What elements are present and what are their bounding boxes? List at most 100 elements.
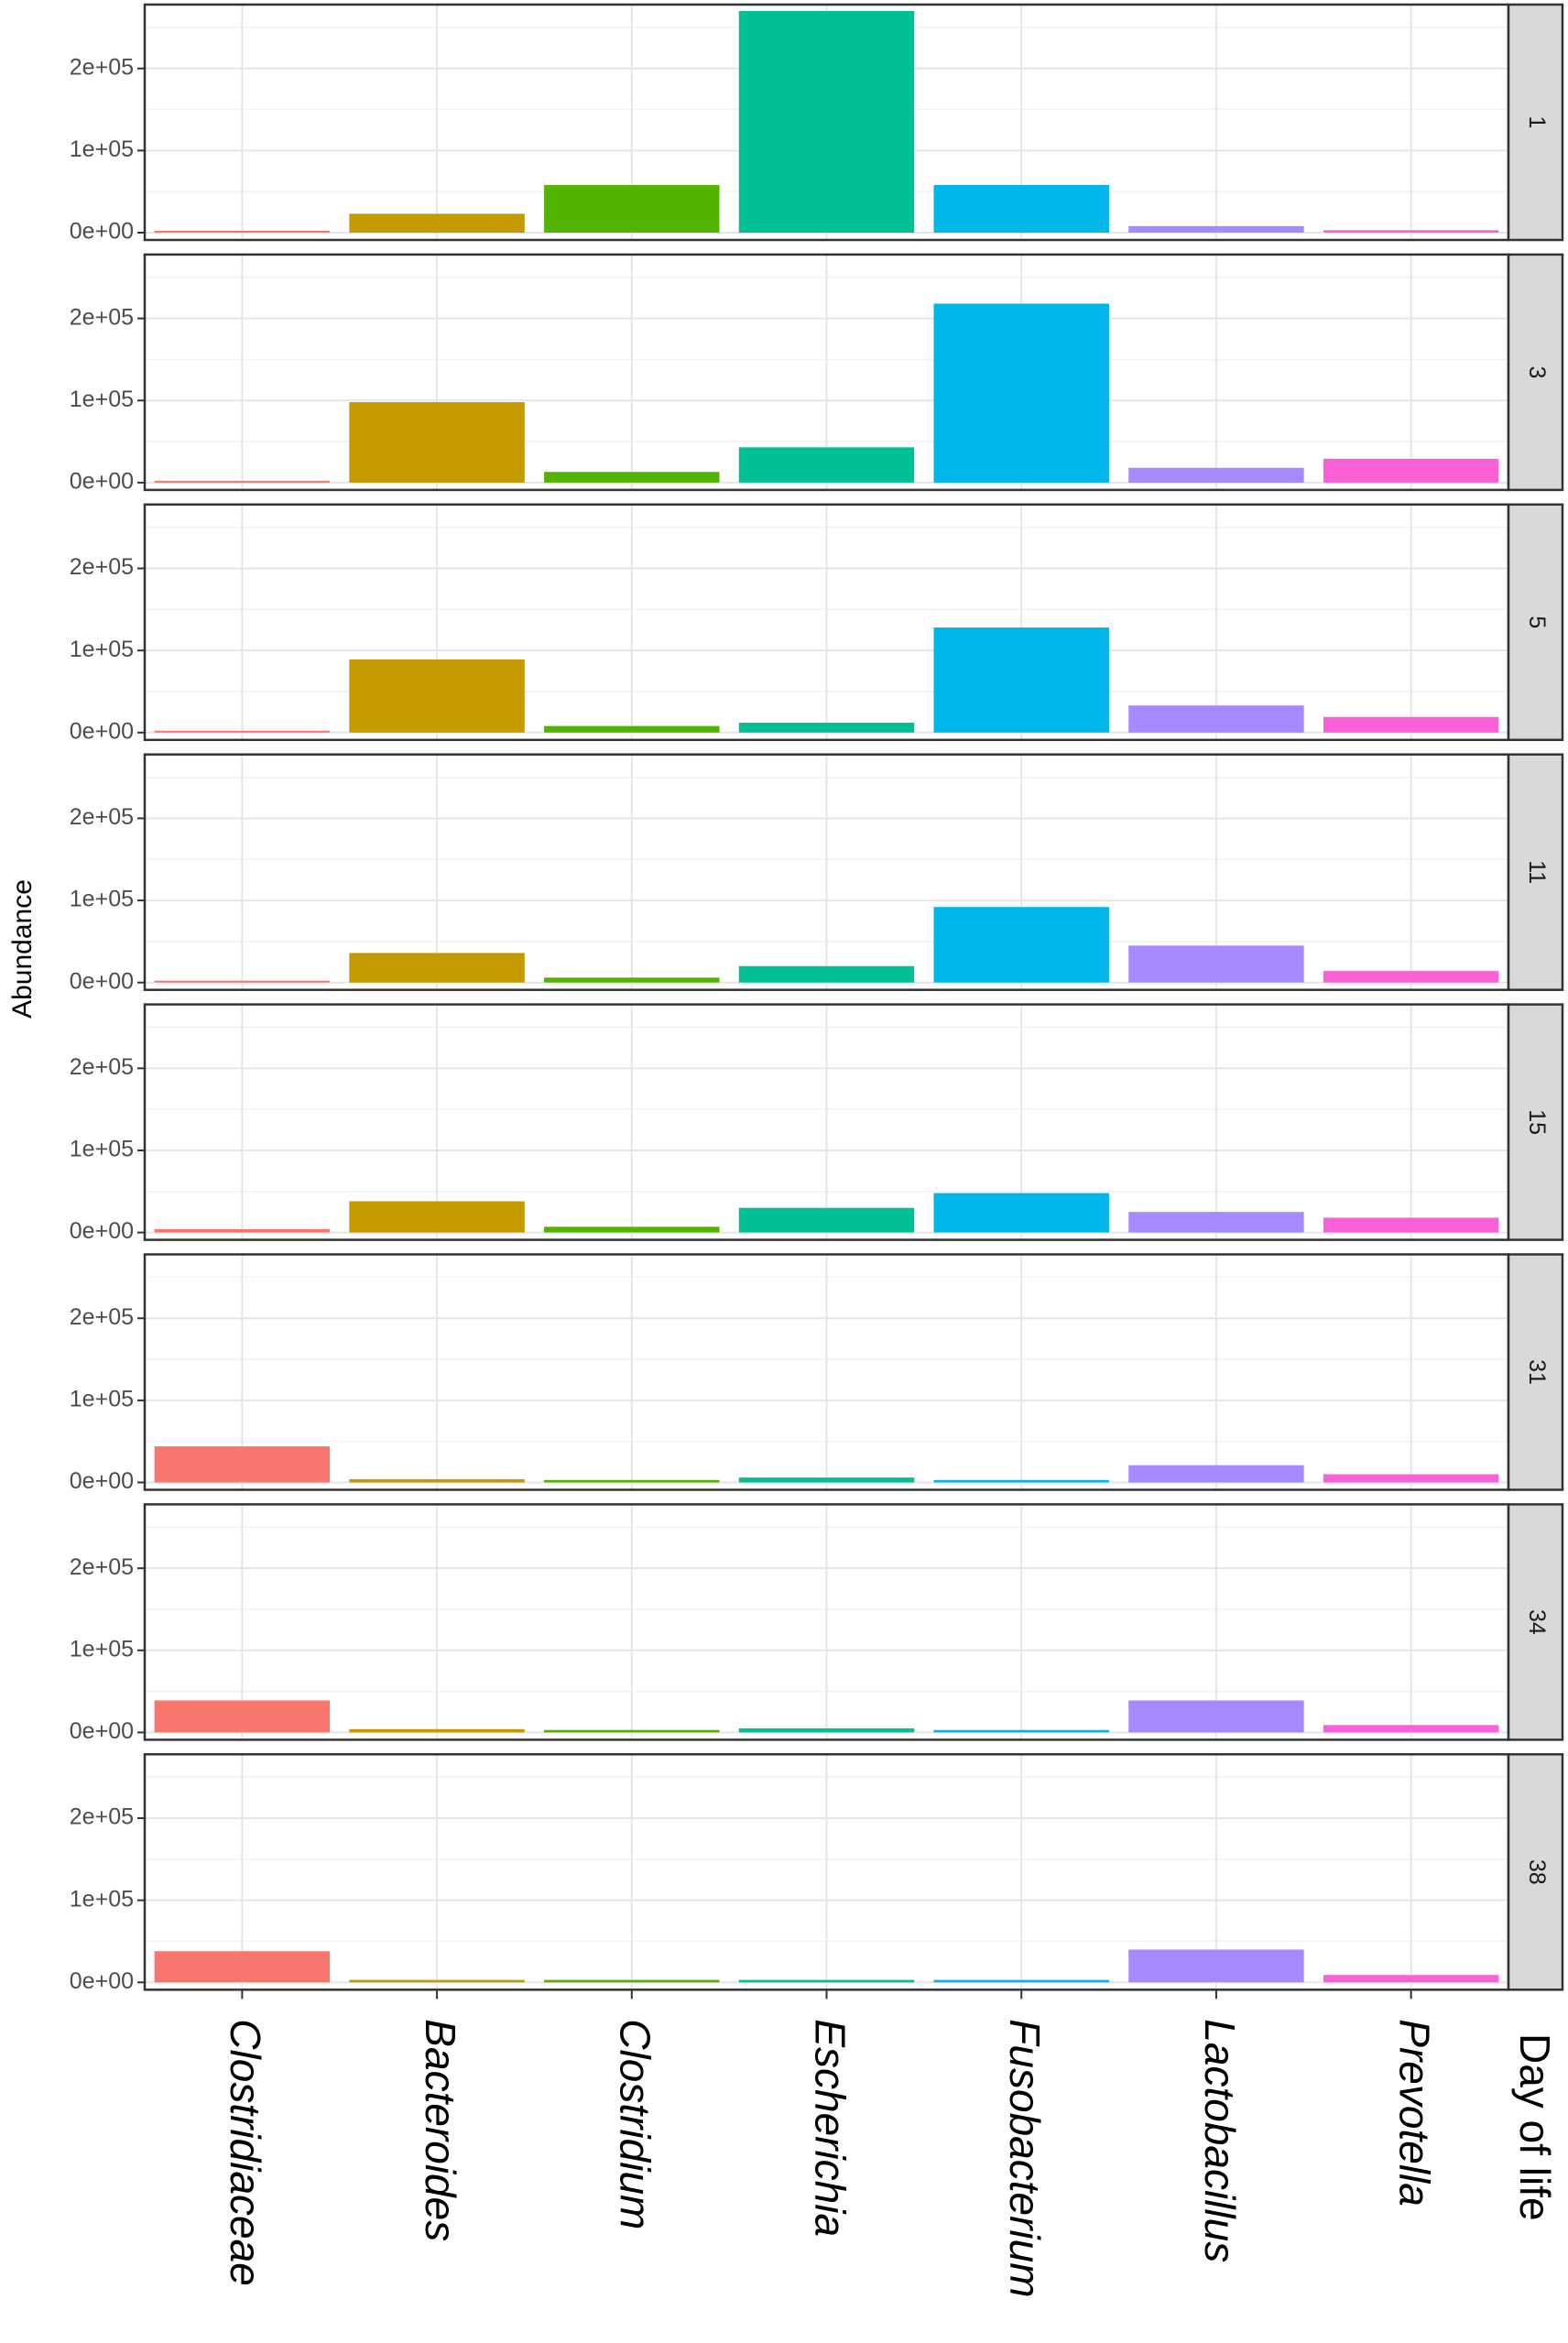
bar-bacteroides <box>349 402 525 483</box>
bar-prevotella <box>1323 1474 1499 1483</box>
bar-clostridiaceae <box>154 1951 331 1983</box>
facet-strip-label: 1 <box>1524 116 1550 129</box>
facet-panel-day-3: 3 0e+00 1e+05 2e+05 <box>70 253 1564 495</box>
bar-clostridiaceae <box>154 1229 331 1233</box>
bar-clostridiaceae <box>154 1700 331 1733</box>
bar-bacteroides <box>349 213 525 233</box>
y-tick-label: 1e+05 <box>70 387 134 412</box>
bar-lactobacillus <box>1128 1700 1304 1733</box>
y-tick-label: 0e+00 <box>70 968 134 994</box>
y-tick-label: 0e+00 <box>70 1968 134 1994</box>
bar-clostridium <box>544 185 720 233</box>
bar-lactobacillus <box>1128 1949 1304 1983</box>
y-tick-label: 1e+05 <box>70 1636 134 1662</box>
bar-clostridium <box>544 1226 720 1233</box>
bar-fusobacterium <box>933 1193 1109 1233</box>
y-axis-title: Abundance <box>7 879 38 1019</box>
bar-prevotella <box>1323 716 1499 733</box>
bar-lactobacillus <box>1128 467 1304 483</box>
facet-panel-day-11: 11 0e+00 1e+05 2e+05 <box>70 753 1564 994</box>
facet-panel-day-38: 38 0e+00 1e+05 2e+05 <box>70 1753 1564 1994</box>
y-tick-label: 2e+05 <box>70 804 134 830</box>
bar-escherichia <box>738 11 915 233</box>
y-tick-label: 0e+00 <box>70 1718 134 1744</box>
facet-strip <box>1507 1253 1564 1491</box>
bar-escherichia <box>738 1477 915 1483</box>
facet-strip-label: 5 <box>1524 616 1550 628</box>
y-tick-label: 2e+05 <box>70 54 134 80</box>
bar-fusobacterium <box>933 1729 1109 1733</box>
y-tick-label: 2e+05 <box>70 1054 134 1080</box>
bar-fusobacterium <box>933 303 1109 483</box>
bar-fusobacterium <box>933 1479 1109 1483</box>
bar-escherichia <box>738 1207 915 1233</box>
bar-bacteroides <box>349 953 525 983</box>
y-tick-label: 1e+05 <box>70 136 134 162</box>
bar-bacteroides <box>349 1728 525 1733</box>
bar-escherichia <box>738 1979 915 1983</box>
bar-prevotella <box>1323 1725 1499 1733</box>
facet-strip-label: 11 <box>1524 860 1550 884</box>
bar-clostridium <box>544 1979 720 1983</box>
bar-prevotella <box>1323 1217 1499 1233</box>
y-tick-label: 1e+05 <box>70 1386 134 1411</box>
bar-escherichia <box>738 723 915 733</box>
facet-strip <box>1507 1503 1564 1741</box>
bar-lactobacillus <box>1128 1465 1304 1483</box>
facet-strip <box>1507 753 1564 991</box>
facet-strip <box>1507 1753 1564 1991</box>
facet-legend-title: Day of life <box>1511 2033 1559 2221</box>
facet-strip-label: 31 <box>1524 1359 1550 1385</box>
bar-prevotella <box>1323 971 1499 983</box>
facet-panel-day-31: 31 0e+00 1e+05 2e+05 <box>70 1253 1564 1494</box>
bar-clostridium <box>544 725 720 733</box>
bar-prevotella <box>1323 458 1499 483</box>
bar-fusobacterium <box>933 907 1109 983</box>
x-category-label: Fusobacterium <box>1001 2019 1049 2297</box>
bar-lactobacillus <box>1128 945 1304 983</box>
y-tick-label: 1e+05 <box>70 1137 134 1162</box>
bar-prevotella <box>1323 230 1499 233</box>
y-tick-label: 2e+05 <box>70 554 134 580</box>
facet-panel-day-15: 15 0e+00 1e+05 2e+05 <box>70 1003 1564 1244</box>
facet-panel-day-34: 34 0e+00 1e+05 2e+05 <box>70 1503 1564 1744</box>
y-tick-label: 0e+00 <box>70 1468 134 1494</box>
facet-strip-label: 15 <box>1524 1109 1550 1135</box>
x-category-label: Lactobacillus <box>1196 2019 1244 2262</box>
x-category-label: Clostridiaceae <box>222 2019 269 2285</box>
y-tick-label: 1e+05 <box>70 1886 134 1912</box>
y-tick-label: 2e+05 <box>70 304 134 330</box>
y-tick-label: 2e+05 <box>70 1304 134 1330</box>
bar-fusobacterium <box>933 627 1109 733</box>
bar-escherichia <box>738 965 915 983</box>
bar-clostridium <box>544 1479 720 1483</box>
facet-strip <box>1507 3 1564 242</box>
facet-panel-day-5: 5 0e+00 1e+05 2e+05 <box>70 503 1564 744</box>
bar-lactobacillus <box>1128 705 1304 733</box>
y-tick-label: 0e+00 <box>70 219 134 245</box>
facet-strip <box>1507 1003 1564 1241</box>
y-tick-label: 0e+00 <box>70 469 134 495</box>
y-tick-label: 2e+05 <box>70 1554 134 1580</box>
bar-bacteroides <box>349 659 525 733</box>
facet-panel-day-1: 1 0e+00 1e+05 2e+05 <box>70 3 1564 245</box>
bar-clostridiaceae <box>154 231 331 233</box>
facet-strip <box>1507 253 1564 492</box>
y-tick-label: 0e+00 <box>70 1218 134 1244</box>
y-tick-label: 0e+00 <box>70 718 134 744</box>
bar-clostridiaceae <box>154 730 331 733</box>
bar-bacteroides <box>349 1201 525 1233</box>
x-category-label: Escherichia <box>806 2019 854 2237</box>
bar-escherichia <box>738 1727 915 1733</box>
bar-clostridiaceae <box>154 1446 331 1483</box>
bar-clostridium <box>544 977 720 983</box>
bar-fusobacterium <box>933 1979 1109 1983</box>
bar-bacteroides <box>349 1979 525 1983</box>
x-category-label: Prevotella <box>1390 2019 1438 2207</box>
bar-escherichia <box>738 447 915 483</box>
y-tick-label: 1e+05 <box>70 887 134 912</box>
x-category-label: Clostridium <box>612 2019 659 2229</box>
y-tick-label: 1e+05 <box>70 637 134 662</box>
